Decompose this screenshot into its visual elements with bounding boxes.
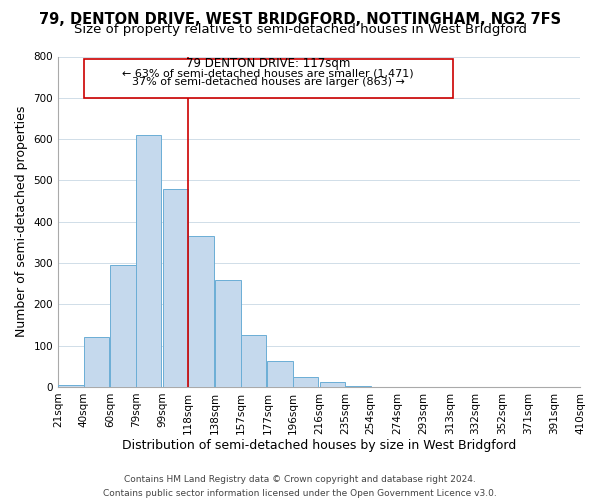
Bar bbox=[268, 361, 293, 387]
FancyBboxPatch shape bbox=[83, 58, 452, 98]
Bar bbox=[320, 382, 345, 387]
Bar bbox=[215, 280, 241, 387]
X-axis label: Distribution of semi-detached houses by size in West Bridgford: Distribution of semi-detached houses by … bbox=[122, 440, 516, 452]
Text: Contains HM Land Registry data © Crown copyright and database right 2024.
Contai: Contains HM Land Registry data © Crown c… bbox=[103, 476, 497, 498]
Bar bbox=[241, 336, 266, 387]
Bar bbox=[345, 386, 371, 387]
Bar bbox=[188, 236, 214, 387]
Bar bbox=[58, 385, 83, 387]
Bar bbox=[136, 135, 161, 387]
Bar bbox=[83, 338, 109, 387]
Bar bbox=[110, 265, 136, 387]
Text: ← 63% of semi-detached houses are smaller (1,471): ← 63% of semi-detached houses are smalle… bbox=[122, 68, 414, 78]
Text: 37% of semi-detached houses are larger (863) →: 37% of semi-detached houses are larger (… bbox=[131, 77, 404, 87]
Bar bbox=[293, 376, 319, 387]
Text: Size of property relative to semi-detached houses in West Bridgford: Size of property relative to semi-detach… bbox=[74, 22, 527, 36]
Text: 79 DENTON DRIVE: 117sqm: 79 DENTON DRIVE: 117sqm bbox=[186, 57, 350, 70]
Text: 79, DENTON DRIVE, WEST BRIDGFORD, NOTTINGHAM, NG2 7FS: 79, DENTON DRIVE, WEST BRIDGFORD, NOTTIN… bbox=[39, 12, 561, 28]
Y-axis label: Number of semi-detached properties: Number of semi-detached properties bbox=[15, 106, 28, 338]
Bar bbox=[163, 188, 188, 387]
